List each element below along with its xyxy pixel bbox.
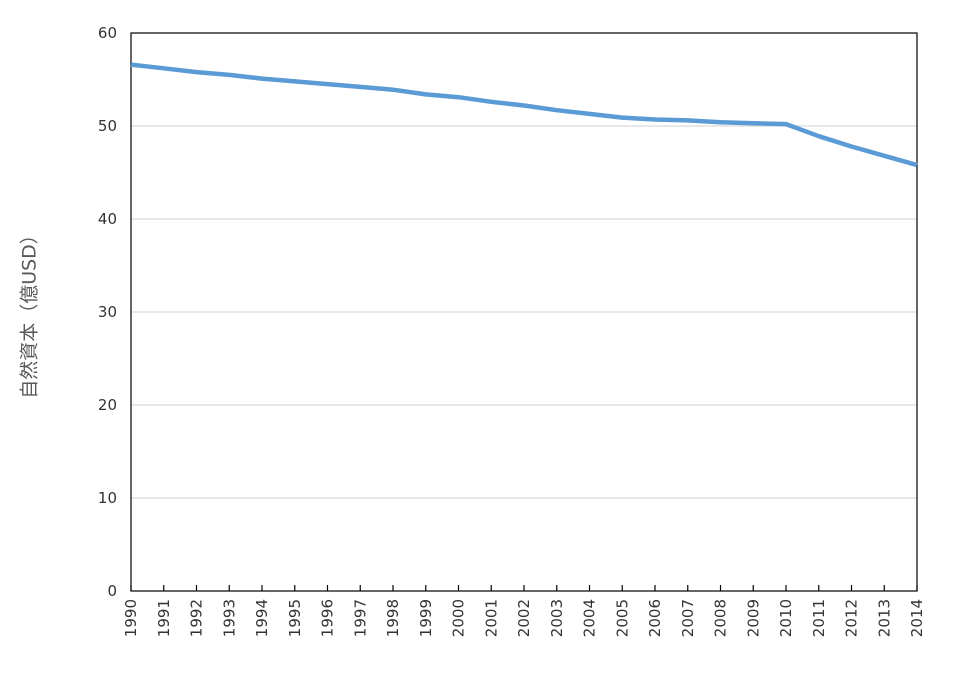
- x-tick-label: 1991: [155, 599, 173, 637]
- x-tick-label: 2005: [613, 599, 631, 637]
- x-tick-label: 1998: [384, 599, 402, 637]
- x-tick-label: 1993: [220, 599, 238, 637]
- x-tick-label: 1995: [286, 599, 304, 637]
- y-tick-label: 20: [98, 396, 117, 414]
- x-tick-label: 2011: [810, 599, 828, 637]
- x-tick-label: 2009: [744, 599, 762, 637]
- x-tick-label: 1992: [188, 599, 206, 637]
- x-tick-label: 2012: [843, 599, 861, 637]
- y-tick-label: 40: [98, 210, 117, 228]
- y-axis-title: 自然資本（億USD）: [19, 225, 41, 399]
- x-axis-tick-labels: 1990 1991 1992 1993 1994 1995 1996 1997 1998 1999…: [122, 599, 926, 637]
- x-tick-label: 2013: [875, 599, 893, 637]
- y-tick-label: 60: [98, 24, 117, 42]
- x-tick-label: 1999: [417, 599, 435, 637]
- y-tick-label: 0: [107, 582, 117, 600]
- y-tick-label: 10: [98, 489, 117, 507]
- x-tick-label: 2006: [646, 599, 664, 637]
- x-tick-label: 2000: [450, 599, 468, 637]
- x-tick-label: 2014: [908, 599, 926, 637]
- x-tick-label: 1997: [351, 599, 369, 637]
- y-tick-label: 50: [98, 117, 117, 135]
- x-tick-label: 2010: [777, 599, 795, 637]
- x-tick-label: 1994: [253, 599, 271, 637]
- y-tick-label: 30: [98, 303, 117, 321]
- y-axis-tick-labels: 0 10 20 30 40 50 60: [98, 24, 117, 600]
- x-tick-label: 2002: [515, 599, 533, 637]
- x-axis-ticks: [130, 585, 918, 591]
- x-tick-label: 1990: [122, 599, 140, 637]
- x-tick-label: 1996: [319, 599, 337, 637]
- x-tick-label: 2004: [581, 599, 599, 637]
- x-tick-label: 2003: [548, 599, 566, 637]
- series-layer: [130, 62, 918, 168]
- x-tick-label: 2007: [679, 599, 697, 637]
- x-tick-label: 2008: [712, 599, 730, 637]
- x-tick-label: 2001: [482, 599, 500, 637]
- gridlines: [131, 125, 917, 499]
- series-line-0: [130, 62, 918, 168]
